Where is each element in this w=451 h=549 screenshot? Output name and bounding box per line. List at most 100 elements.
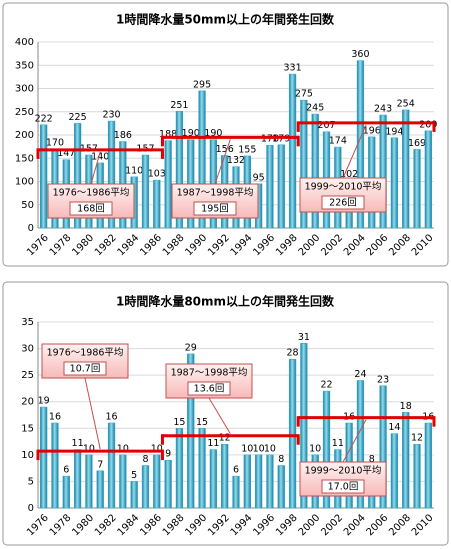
value-label: 28 xyxy=(287,348,299,359)
value-label: 295 xyxy=(193,79,211,90)
value-label: 6 xyxy=(233,465,239,476)
bar xyxy=(164,459,172,509)
y-tick-label: 15 xyxy=(21,423,34,434)
value-label: 190 xyxy=(204,128,222,139)
bar xyxy=(288,73,297,229)
value-label: 174 xyxy=(329,136,347,147)
y-tick-label: 35 xyxy=(21,317,34,328)
y-tick-label: 0 xyxy=(28,223,34,234)
value-label: 5 xyxy=(131,470,137,481)
value-label: 275 xyxy=(295,89,313,100)
bar xyxy=(322,390,331,509)
bar xyxy=(390,137,399,229)
bar xyxy=(266,454,274,509)
value-label: 188 xyxy=(159,129,177,140)
bar xyxy=(130,481,138,509)
bar xyxy=(119,454,127,509)
value-label: 331 xyxy=(284,63,302,74)
bar xyxy=(424,422,432,509)
annotation-value: 168回 xyxy=(77,204,105,215)
bar xyxy=(277,465,285,509)
value-label: 169 xyxy=(408,138,426,149)
bar xyxy=(107,120,116,229)
value-label: 186 xyxy=(114,130,132,141)
bar xyxy=(413,443,421,509)
value-label: 8 xyxy=(278,454,284,465)
annotation-label: 1999～2010平均 xyxy=(305,181,382,193)
bar xyxy=(288,358,297,509)
y-tick-label: 30 xyxy=(21,344,34,355)
value-label: 15 xyxy=(196,417,208,428)
annotation-label: 1976～1986平均 xyxy=(47,347,124,359)
value-label: 8 xyxy=(142,454,148,465)
value-label: 254 xyxy=(397,98,415,109)
bar xyxy=(243,454,251,509)
bar xyxy=(62,475,70,509)
y-tick-label: 250 xyxy=(15,107,34,118)
bar xyxy=(73,449,82,509)
value-label: 140 xyxy=(91,151,109,162)
bar xyxy=(96,470,104,509)
value-label: 245 xyxy=(306,103,324,114)
bar xyxy=(153,454,161,509)
annotation-value-box xyxy=(187,381,231,396)
value-label: 11 xyxy=(332,438,344,449)
annotation-value: 195回 xyxy=(201,204,229,215)
bar xyxy=(356,380,365,509)
value-label: 225 xyxy=(69,112,87,123)
annotation-value-box xyxy=(321,479,365,494)
annotation-label: 1976～1986平均 xyxy=(53,187,130,199)
bar xyxy=(141,465,150,509)
value-label: 251 xyxy=(170,100,188,111)
value-label: 207 xyxy=(317,120,335,131)
value-label: 155 xyxy=(238,144,256,155)
value-label: 7 xyxy=(97,459,103,470)
value-label: 170 xyxy=(46,137,64,148)
value-label: 10 xyxy=(253,443,265,454)
callout-arrow xyxy=(90,151,101,185)
bar xyxy=(356,60,365,229)
value-label: 178 xyxy=(261,134,279,145)
value-label: 10 xyxy=(151,443,163,454)
value-label: 190 xyxy=(182,128,200,139)
value-label: 147 xyxy=(57,148,75,159)
bar xyxy=(141,154,150,229)
value-label: 102 xyxy=(340,169,358,180)
bar xyxy=(175,428,184,509)
annotation-value-box xyxy=(69,201,113,216)
bar xyxy=(198,90,206,229)
annotation-label: 1999～2010平均 xyxy=(305,465,382,477)
value-label: 11 xyxy=(207,438,219,449)
value-label: 194 xyxy=(385,126,403,137)
bar xyxy=(153,179,161,229)
bar xyxy=(40,406,48,509)
value-label: 132 xyxy=(227,155,245,166)
bar xyxy=(73,123,82,229)
value-label: 22 xyxy=(320,380,332,391)
annotation-value-box xyxy=(63,361,107,376)
y-tick-label: 0 xyxy=(28,503,34,514)
bar xyxy=(311,113,319,229)
bar xyxy=(85,454,93,509)
bar xyxy=(277,144,285,229)
y-tick-label: 20 xyxy=(21,397,34,408)
bar xyxy=(209,449,218,509)
value-label: 10 xyxy=(309,443,321,454)
bar xyxy=(390,433,399,509)
value-label: 10 xyxy=(83,443,95,454)
bar xyxy=(232,475,240,509)
value-label: 10 xyxy=(264,443,276,454)
value-label: 103 xyxy=(148,169,166,180)
bar xyxy=(300,99,308,229)
y-tick-label: 50 xyxy=(21,200,34,211)
callout-arrow xyxy=(84,377,101,450)
annotation-label: 1987～1998平均 xyxy=(177,187,254,199)
value-label: 222 xyxy=(35,113,53,124)
value-label: 209 xyxy=(419,119,437,130)
value-label: 9 xyxy=(165,449,171,460)
annotation-value: 10.7回 xyxy=(70,364,101,375)
annotation-value: 17.0回 xyxy=(328,482,359,493)
value-label: 8 xyxy=(369,454,375,465)
